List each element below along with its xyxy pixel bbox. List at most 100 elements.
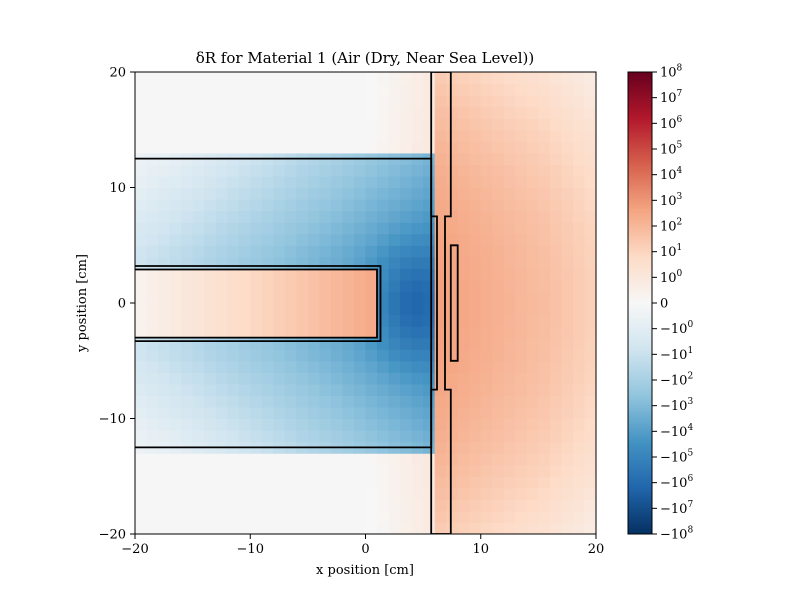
heatmap-cell [307, 222, 321, 235]
heatmap-cell [469, 83, 482, 96]
heatmap-cell [330, 372, 344, 385]
heatmap-cell [561, 499, 574, 512]
heatmap-cell [250, 487, 263, 500]
heatmap-cell [526, 383, 539, 396]
heatmap-cell [307, 268, 321, 281]
heatmap-cell [549, 418, 563, 431]
heatmap-cell [377, 210, 390, 223]
heatmap-cell [446, 72, 459, 85]
heatmap-cell [572, 233, 586, 246]
heatmap-cell [423, 406, 436, 420]
heatmap-cell [492, 430, 505, 443]
heatmap-cell [215, 464, 228, 477]
heatmap-cell [307, 106, 321, 119]
heatmap-cell [284, 118, 297, 131]
heatmap-cell [273, 210, 286, 223]
heatmap-cell [515, 279, 528, 293]
heatmap-cell [377, 360, 390, 373]
heatmap-cell [492, 476, 505, 489]
heatmap-cell [342, 499, 355, 512]
heatmap-cell [192, 406, 205, 420]
heatmap-cell [135, 464, 148, 477]
heatmap-cell [561, 303, 574, 316]
heatmap-cell [411, 487, 424, 500]
heatmap-cell [561, 418, 574, 431]
heatmap-cell [284, 279, 297, 293]
heatmap-cell [169, 210, 182, 223]
heatmap-cell [365, 233, 378, 246]
heatmap-cell [158, 349, 171, 362]
heatmap-cell [250, 118, 263, 131]
heatmap-cell [204, 141, 217, 154]
heatmap-cell [572, 279, 586, 293]
heatmap-cell [273, 314, 286, 327]
heatmap-cell [526, 199, 539, 212]
heatmap-cell [365, 406, 378, 420]
heatmap-cell [492, 222, 505, 235]
heatmap-cell [538, 476, 551, 489]
heatmap-cell [572, 152, 586, 165]
heatmap-cell [549, 510, 563, 524]
heatmap-cell [469, 418, 482, 431]
heatmap-cell [365, 141, 378, 154]
heatmap-cell [215, 372, 228, 385]
heatmap-cell [296, 430, 309, 443]
heatmap-cell [342, 522, 355, 534]
heatmap-cell [561, 430, 574, 443]
heatmap-cell [526, 141, 539, 154]
y-axis-label: y position [cm] [75, 254, 90, 353]
heatmap-cell [319, 406, 332, 420]
heatmap-cell [158, 476, 171, 489]
colorbar-tick-label: 105 [660, 141, 683, 158]
heatmap-cell [307, 187, 321, 200]
heatmap-cell [227, 522, 240, 534]
heatmap-cell [423, 464, 436, 477]
heatmap-cell [353, 291, 367, 304]
heatmap-cell [515, 441, 528, 454]
heatmap-cell [423, 222, 436, 235]
heatmap-cell [330, 268, 344, 281]
outline-plate [430, 72, 452, 534]
heatmap-cell [296, 210, 309, 223]
heatmap-cell [411, 314, 424, 327]
heatmap-cell [572, 487, 586, 500]
heatmap-cell [284, 395, 297, 408]
heatmap-cell [135, 175, 148, 189]
heatmap-cell [492, 279, 505, 293]
heatmap-cell [238, 464, 251, 477]
heatmap-cell [238, 72, 251, 85]
heatmap-cell [158, 222, 171, 235]
heatmap-cell [411, 383, 424, 396]
heatmap-cell [342, 118, 355, 131]
heatmap-cell [549, 118, 563, 131]
heatmap-cell [296, 83, 309, 96]
heatmap-cell [342, 314, 355, 327]
heatmap-cell [365, 326, 378, 339]
heatmap-cell [238, 245, 251, 258]
heatmap-cell [261, 499, 274, 512]
heatmap-cell [400, 510, 413, 524]
heatmap-cell [480, 464, 493, 477]
heatmap-cell [526, 164, 539, 177]
heatmap-cell [319, 522, 332, 534]
heatmap-cell [561, 360, 574, 373]
heatmap-cell [169, 383, 182, 396]
heatmap-cell [423, 106, 436, 119]
heatmap-cell [261, 199, 274, 212]
heatmap-cell [480, 164, 493, 177]
heatmap-cell [353, 106, 367, 119]
chart-title: δR for Material 1 (Air (Dry, Near Sea Le… [196, 49, 535, 67]
heatmap-cell [388, 233, 401, 246]
heatmap-cell [192, 303, 205, 316]
heatmap-cell [572, 349, 586, 362]
heatmap-cell [169, 279, 182, 293]
heatmap-cell [388, 210, 401, 223]
heatmap-cell [446, 395, 459, 408]
heatmap-cell [400, 337, 413, 350]
heatmap-cell [538, 95, 551, 108]
heatmap-cell [515, 256, 528, 269]
heatmap-cell [192, 233, 205, 246]
heatmap-cell [307, 522, 321, 534]
heatmap-cell [158, 141, 171, 154]
